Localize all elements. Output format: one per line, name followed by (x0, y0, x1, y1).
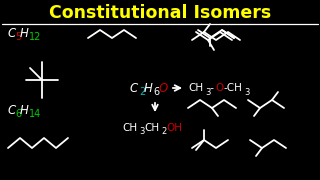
Text: 3: 3 (139, 127, 144, 136)
Text: 12: 12 (29, 32, 41, 42)
Text: 6: 6 (15, 109, 21, 119)
Text: OH: OH (166, 123, 182, 133)
Text: CH: CH (144, 123, 159, 133)
Text: 2: 2 (139, 87, 145, 97)
Text: C: C (8, 26, 16, 39)
Text: O: O (159, 82, 168, 94)
Text: -: - (209, 83, 213, 93)
Text: C: C (8, 103, 16, 116)
Text: H: H (20, 103, 29, 116)
Text: Constitutional Isomers: Constitutional Isomers (49, 4, 271, 22)
Text: 6: 6 (153, 87, 159, 97)
Text: O: O (215, 83, 223, 93)
Text: -CH: -CH (224, 83, 243, 93)
Text: 14: 14 (29, 109, 41, 119)
Text: 3: 3 (205, 87, 210, 96)
Text: H: H (20, 26, 29, 39)
Text: C: C (130, 82, 138, 94)
Text: CH: CH (188, 83, 203, 93)
Text: 2: 2 (161, 127, 166, 136)
Text: 3: 3 (244, 87, 249, 96)
Text: CH: CH (122, 123, 137, 133)
Text: H: H (144, 82, 153, 94)
Text: 5: 5 (15, 32, 21, 42)
